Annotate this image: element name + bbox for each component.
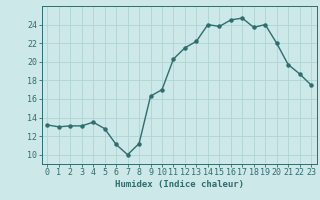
X-axis label: Humidex (Indice chaleur): Humidex (Indice chaleur) (115, 180, 244, 189)
